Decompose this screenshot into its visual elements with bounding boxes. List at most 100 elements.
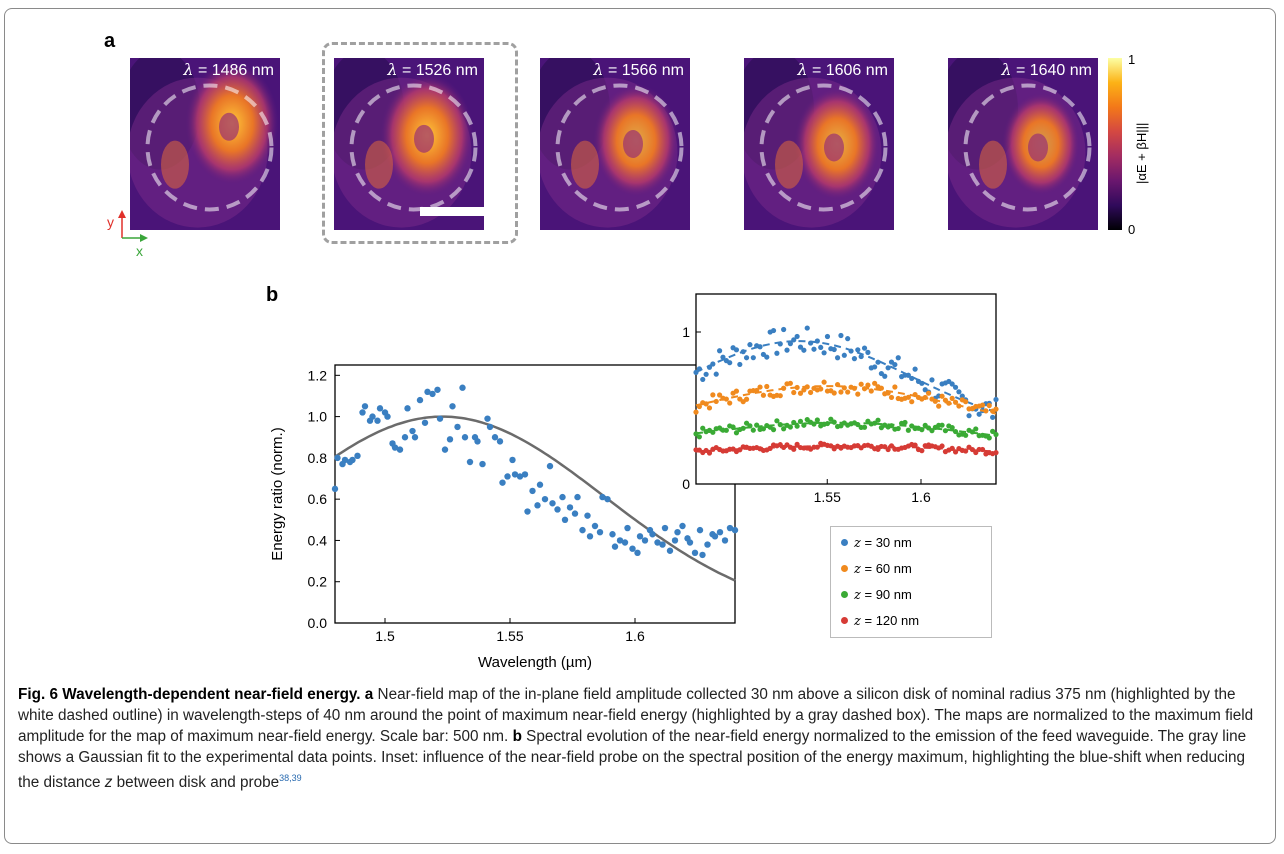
inset-data-point (932, 398, 938, 404)
inset-data-point (781, 426, 787, 432)
inset-data-point (831, 346, 837, 353)
caption-a-text: Near-field map of the in-plane field amp… (18, 686, 1254, 745)
data-point (331, 485, 339, 493)
caption-refs[interactable]: 38,39 (279, 773, 302, 783)
data-point (721, 537, 729, 544)
inset-data-point (882, 373, 888, 379)
data-point (731, 526, 739, 534)
data-point (374, 417, 381, 424)
inset-data-point (716, 348, 723, 354)
legend-marker (841, 565, 848, 572)
legend-z: z (854, 588, 861, 603)
inset-data-point (814, 417, 820, 423)
inset-data-point (979, 446, 986, 453)
data-point (616, 537, 624, 544)
inset-data-point (770, 427, 777, 433)
x-tick-label: 1.5 (375, 628, 395, 644)
inset-data-point (794, 441, 800, 447)
inset-data-point (919, 380, 925, 386)
data-point (699, 551, 706, 559)
data-point (396, 446, 404, 453)
data-point (541, 495, 549, 503)
map-image (744, 58, 894, 230)
inset-data-point (942, 428, 949, 434)
inset-data-point (973, 449, 979, 456)
inset-data-point (855, 391, 861, 397)
figure-caption: Fig. 6 Wavelength-dependent near-field e… (18, 684, 1268, 793)
inset-data-point (730, 424, 736, 430)
inset-data-point (750, 355, 756, 361)
gaussian-fit-line (334, 415, 736, 582)
y-axis-label: y (107, 214, 114, 230)
inset-data-point (703, 371, 709, 377)
inset-data-point (952, 449, 959, 455)
inset-data-point (905, 372, 911, 378)
inset-data-point (888, 423, 895, 429)
data-point (334, 454, 341, 462)
inset-data-point (824, 420, 831, 427)
inset-data-point (760, 426, 767, 432)
near-field-map: λ = 1526 nm (334, 58, 484, 230)
inset-data-point (868, 388, 874, 394)
inset-data-point (770, 327, 777, 334)
wavelength-label: λ = 1526 nm (387, 60, 478, 80)
inset-data-point (764, 383, 770, 390)
legend-item: z = 120 nm (841, 613, 919, 629)
inset-data-point (791, 337, 797, 343)
data-point (376, 405, 384, 412)
inset-data-point (990, 414, 996, 420)
inset-data-point (733, 388, 740, 394)
inset-data-point (963, 432, 969, 438)
legend-marker (841, 539, 848, 546)
inset-data-point (919, 448, 925, 454)
inset-data-point (754, 387, 760, 394)
inset-data-point (747, 342, 753, 348)
inset-data-point (865, 349, 871, 355)
legend-label: = 120 nm (864, 613, 920, 628)
wavelength-label: λ = 1640 nm (1001, 60, 1092, 80)
data-point (424, 388, 431, 396)
data-point (621, 539, 629, 546)
inset-data-point (848, 348, 854, 354)
data-point (674, 528, 681, 536)
inset-data-point (804, 384, 810, 390)
inset-data-point (828, 443, 834, 449)
inset-data-point (875, 417, 881, 423)
inset-data-point (804, 325, 810, 331)
map-image (130, 58, 280, 230)
inset-data-point (902, 419, 908, 426)
inset-data-point (885, 365, 891, 371)
inset-data-point (986, 435, 992, 441)
inset-data-point (922, 394, 928, 401)
inset-data-point (774, 350, 780, 356)
inset-data-point (892, 361, 898, 368)
inset-data-point (696, 403, 702, 410)
data-point (679, 522, 686, 530)
wavelength-value: = 1640 nm (1011, 62, 1092, 79)
inset-data-point (743, 396, 750, 402)
legend-item: z = 30 nm (841, 535, 912, 551)
inset-data-point (767, 445, 773, 451)
inset-data-point (872, 380, 878, 386)
inset-data-point (905, 394, 911, 400)
inset-data-point (791, 389, 797, 396)
x-tick-label: 1.6 (625, 628, 645, 644)
inset-data-point (861, 424, 868, 430)
data-point (384, 413, 391, 420)
data-point (354, 452, 361, 460)
inset-data-point (919, 427, 925, 433)
inset-data-point (710, 392, 716, 398)
y-tick-label: 0.2 (308, 574, 328, 590)
inset-data-point (774, 418, 780, 424)
legend-label: = 90 nm (864, 587, 912, 602)
inset-data-point (979, 402, 986, 408)
inset-data-point (990, 428, 996, 434)
inset-data-point (993, 396, 999, 403)
colorbar-min: 0 (1128, 222, 1136, 237)
inset-data-point (723, 427, 729, 433)
legend-z: z (854, 614, 861, 629)
inset-data-point (939, 422, 945, 428)
data-point (421, 419, 429, 426)
data-point (474, 438, 481, 445)
inset-fit-line (695, 340, 997, 413)
